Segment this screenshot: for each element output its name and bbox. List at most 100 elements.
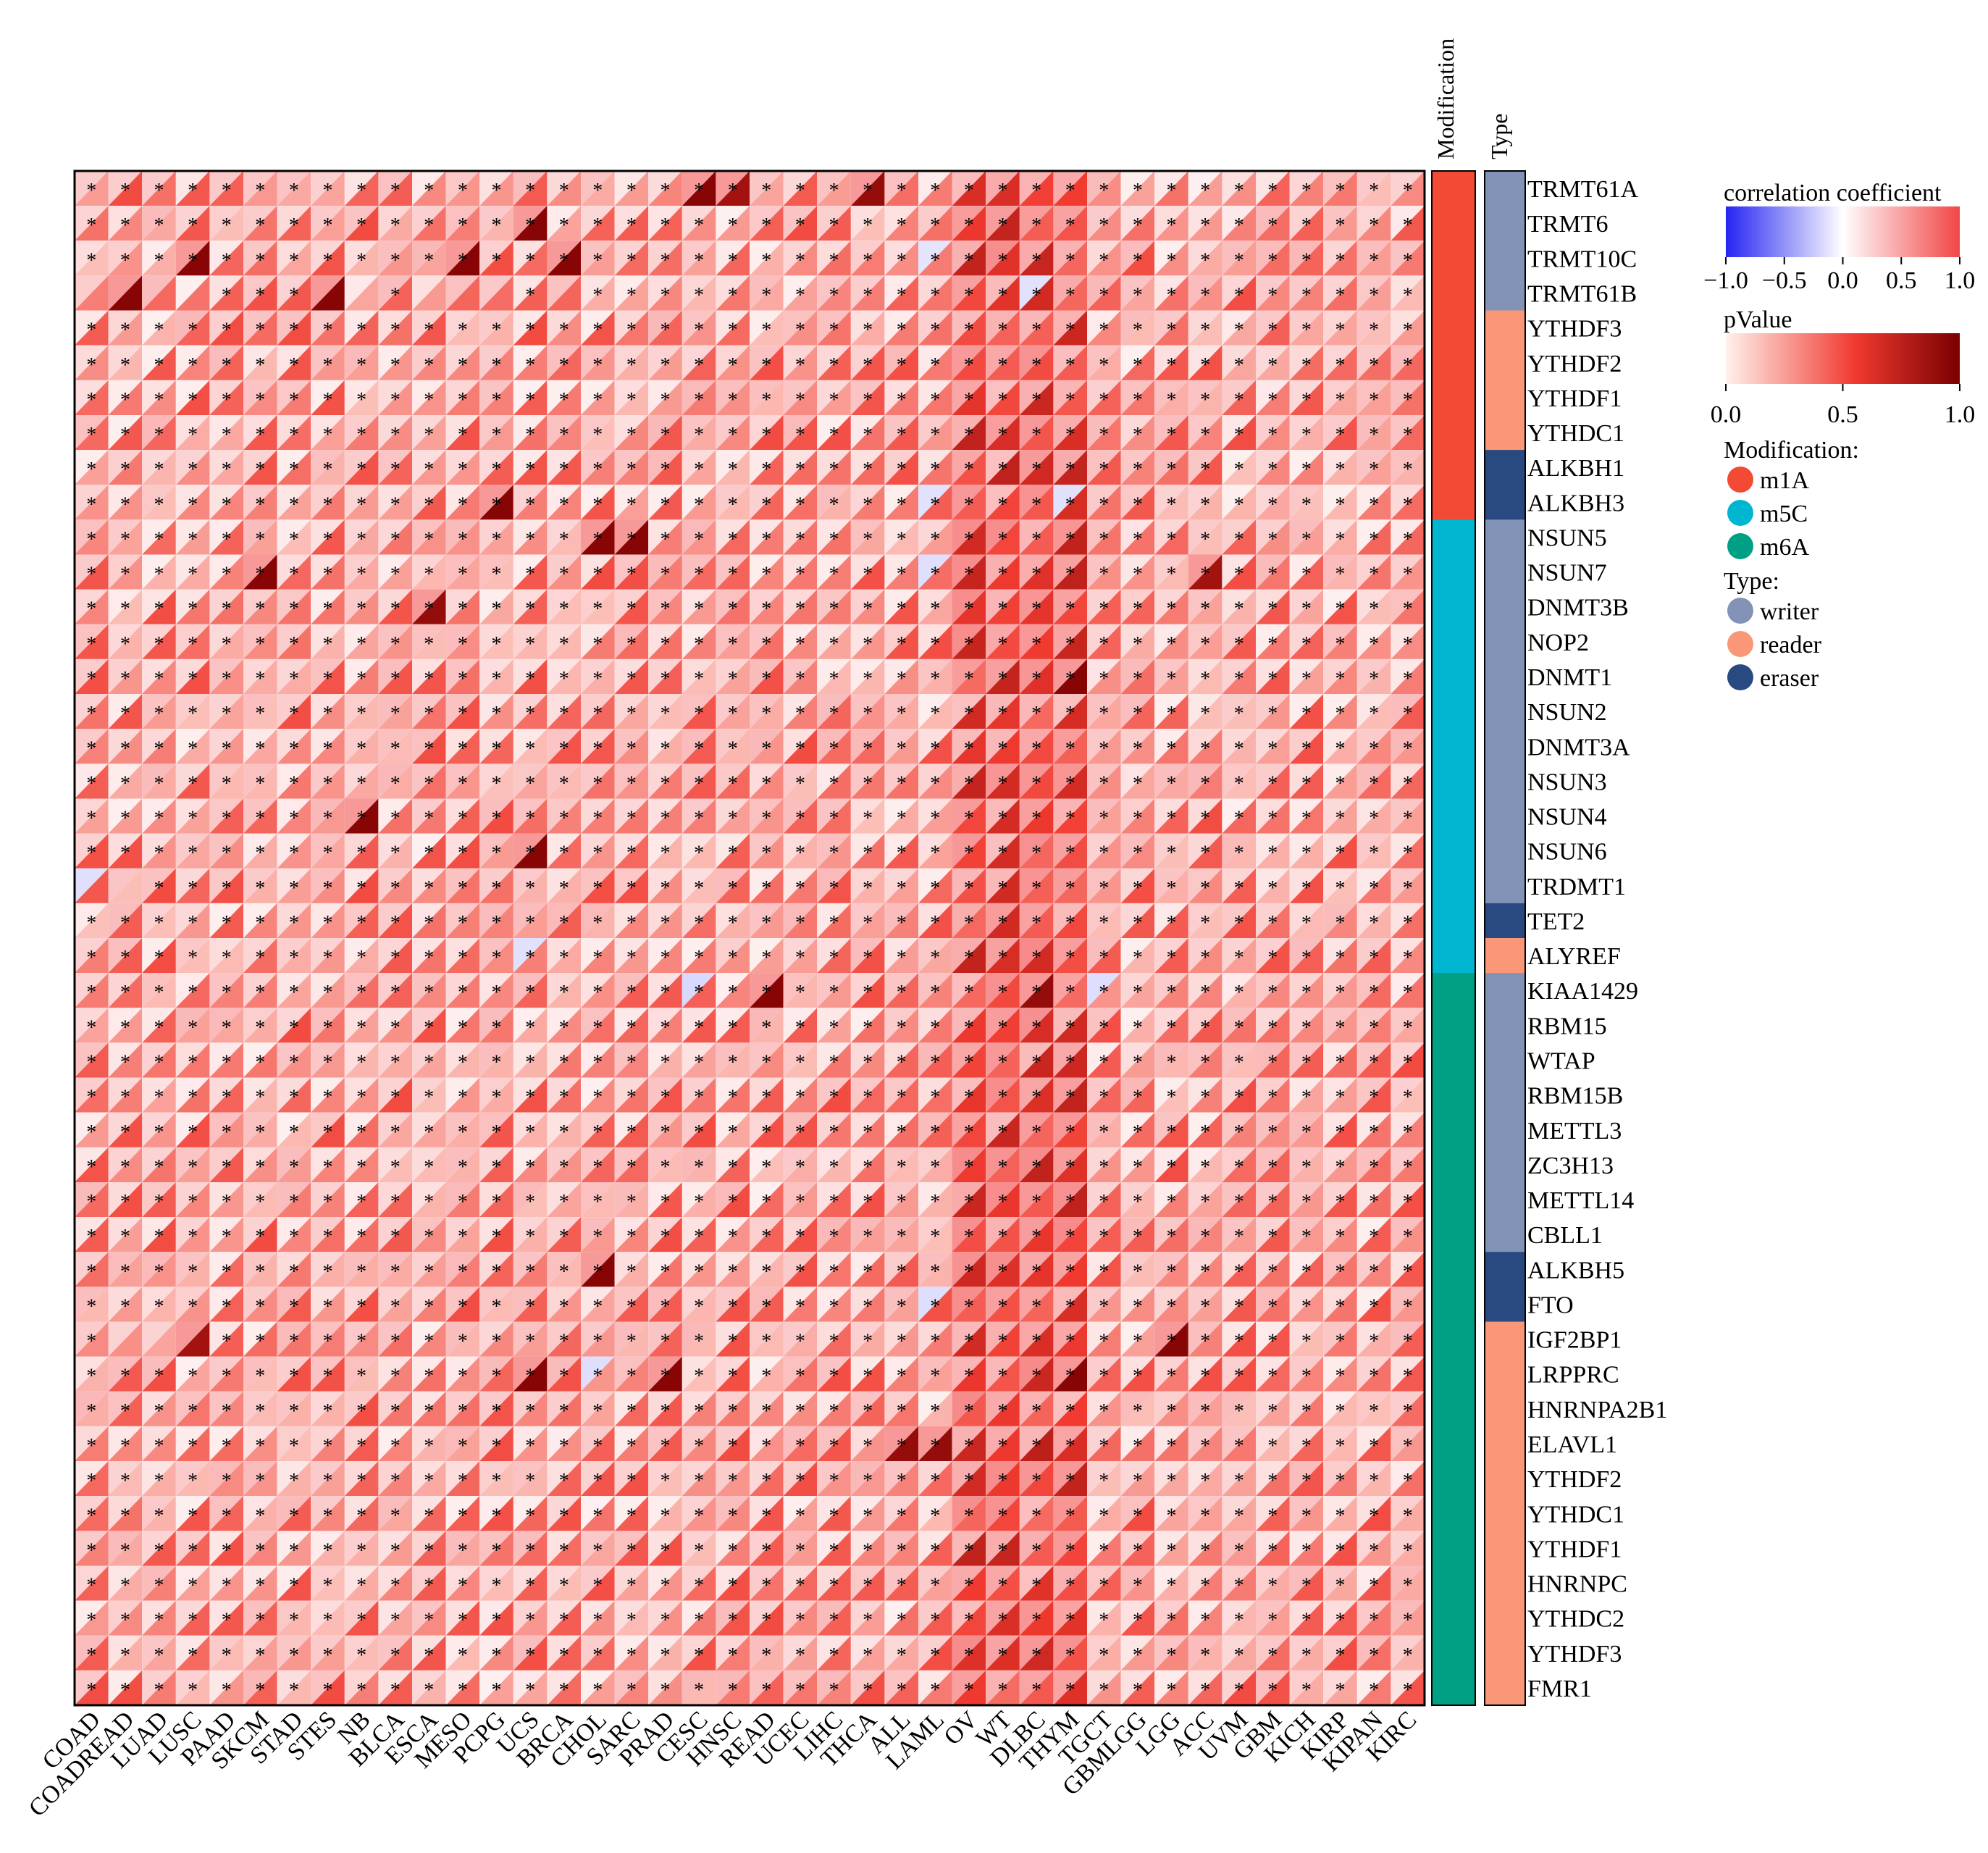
significance-asterisk: *: [188, 528, 198, 551]
cell-corr-triangle: [513, 764, 548, 799]
cell-corr-triangle: [1222, 903, 1256, 938]
cell-corr-triangle: [581, 1008, 615, 1043]
cell-pvalue-triangle: [243, 1252, 277, 1287]
significance-asterisk: *: [120, 493, 130, 516]
cell-pvalue-triangle: [1222, 1042, 1256, 1078]
cell-pvalue-triangle: [986, 624, 1020, 659]
cell-corr-triangle: [681, 310, 716, 346]
heatmap-cell: *: [142, 519, 176, 555]
cell-pvalue-triangle: [681, 1112, 716, 1147]
cell-pvalue-triangle: [1323, 1181, 1357, 1218]
cell-corr-triangle: [445, 658, 480, 695]
cell-pvalue-triangle: [311, 1112, 345, 1147]
cell-pvalue-triangle: [1120, 1147, 1155, 1182]
cell-corr-triangle: [716, 1181, 750, 1218]
cell-corr-triangle: [547, 973, 581, 1008]
heatmap-cell: *: [648, 380, 682, 415]
heatmap-cell: *: [986, 729, 1020, 764]
cell-pvalue-triangle: [1289, 485, 1324, 520]
cell-pvalue-triangle: [783, 1181, 818, 1218]
cell-pvalue-triangle: [614, 275, 649, 311]
cell-pvalue-triangle: [479, 938, 513, 974]
heatmap-cell: *: [412, 1147, 446, 1182]
heatmap-cell: [142, 275, 176, 311]
significance-asterisk: *: [1065, 180, 1075, 202]
cell-corr-triangle: [1391, 589, 1425, 624]
cell-pvalue-triangle: [175, 414, 210, 451]
cell-pvalue-triangle: [750, 554, 784, 590]
significance-asterisk: *: [863, 982, 873, 1004]
significance-asterisk: *: [998, 1016, 1008, 1039]
significance-asterisk: *: [255, 808, 265, 830]
cell-pvalue-triangle: [412, 1181, 446, 1218]
cell-pvalue-triangle: [175, 833, 210, 869]
significance-asterisk: *: [154, 737, 164, 760]
heatmap-cell: *: [716, 973, 750, 1008]
cell-corr-triangle: [1323, 729, 1357, 764]
cell-corr-triangle: [513, 1077, 548, 1113]
heatmap-cell: *: [209, 938, 243, 974]
cell-pvalue-triangle: [884, 171, 918, 206]
heatmap-cell: *: [479, 206, 513, 241]
cell-corr-triangle: [1256, 729, 1290, 764]
heatmap-cell: *: [1323, 833, 1357, 869]
significance-asterisk: *: [829, 564, 839, 586]
cell-pvalue-triangle: [750, 1147, 784, 1182]
cell-pvalue-triangle: [479, 275, 513, 311]
significance-asterisk: *: [1099, 772, 1109, 795]
cell-corr-triangle: [614, 973, 649, 1008]
significance-asterisk: *: [188, 1121, 198, 1144]
significance-asterisk: *: [728, 982, 738, 1004]
cell-pvalue-triangle: [614, 764, 649, 799]
cell-pvalue-triangle: [952, 275, 986, 311]
heatmap-cell: *: [412, 554, 446, 590]
heatmap-cell: *: [1120, 694, 1155, 729]
significance-asterisk: *: [897, 1051, 907, 1074]
significance-asterisk: *: [1267, 842, 1278, 865]
cell-corr-triangle: [445, 798, 480, 834]
significance-asterisk: *: [1369, 424, 1379, 446]
significance-asterisk: *: [626, 1191, 637, 1213]
significance-asterisk: *: [592, 354, 603, 377]
heatmap-cell: *: [513, 1112, 548, 1147]
cell-pvalue-triangle: [952, 694, 986, 729]
heatmap-cell: *: [716, 1147, 750, 1182]
heatmap-cell: *: [614, 1217, 649, 1252]
cell-pvalue-triangle: [1222, 1077, 1256, 1113]
heatmap-cell: *: [783, 310, 818, 346]
significance-asterisk: *: [592, 877, 603, 900]
cell-pvalue-triangle: [750, 938, 784, 974]
heatmap-cell: *: [817, 1112, 851, 1147]
heatmap-cell: *: [783, 206, 818, 241]
significance-asterisk: *: [323, 1260, 333, 1283]
cell-corr-triangle: [1256, 868, 1290, 903]
cell-corr-triangle: [1356, 833, 1391, 869]
heatmap-cell: *: [1256, 1077, 1290, 1113]
heatmap-cell: *: [412, 345, 446, 380]
heatmap-cell: *: [1154, 414, 1188, 451]
significance-asterisk: *: [154, 772, 164, 795]
cell-corr-triangle: [243, 1181, 277, 1218]
heatmap-cell: *: [1391, 1217, 1425, 1252]
heatmap-cell: *: [648, 729, 682, 764]
significance-asterisk: *: [964, 528, 974, 551]
cell-corr-triangle: [1087, 1008, 1121, 1043]
cell-pvalue-triangle: [243, 414, 277, 451]
significance-asterisk: *: [626, 459, 637, 481]
heatmap-cell: *: [513, 1147, 548, 1182]
cell-pvalue-triangle: [1391, 275, 1425, 311]
significance-asterisk: *: [1099, 1156, 1109, 1179]
cell-corr-triangle: [209, 658, 243, 695]
heatmap-cell: *: [75, 764, 109, 799]
cell-pvalue-triangle: [108, 519, 143, 555]
cell-pvalue-triangle: [243, 1077, 277, 1113]
significance-asterisk: *: [559, 1191, 569, 1213]
heatmap-cell: *: [75, 729, 109, 764]
cell-corr-triangle: [108, 414, 143, 451]
cell-pvalue-triangle: [986, 764, 1020, 799]
cell-pvalue-triangle: [378, 1252, 412, 1287]
significance-asterisk: *: [323, 982, 333, 1004]
cell-pvalue-triangle: [817, 903, 851, 938]
cell-pvalue-triangle: [378, 310, 412, 346]
cell-corr-triangle: [1188, 868, 1222, 903]
